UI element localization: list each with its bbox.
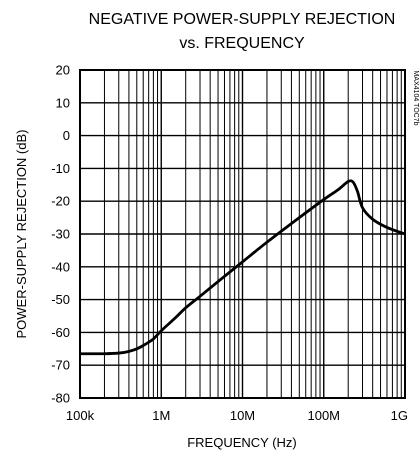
- y-tick-label: -70: [51, 358, 70, 373]
- y-tick-label: -60: [51, 325, 70, 340]
- x-tick-label: 1G: [391, 408, 408, 423]
- y-tick-label: 20: [56, 63, 70, 78]
- y-tick-label: -10: [51, 161, 70, 176]
- figure-code: MAX4104 TOC7b: [412, 71, 419, 126]
- y-tick-label: -80: [51, 391, 70, 406]
- x-tick-label: 1M: [152, 408, 170, 423]
- y-tick-label: -30: [51, 227, 70, 242]
- y-tick-label: -40: [51, 259, 70, 274]
- y-tick-label: 10: [56, 95, 70, 110]
- y-tick-labels: 20 10 0 -10 -20 -30 -40 -50 -60 -70 -80: [51, 63, 70, 406]
- x-tick-label: 100M: [307, 408, 340, 423]
- series-line: [79, 179, 406, 356]
- chart-title: NEGATIVE POWER-SUPPLY REJECTION: [89, 11, 396, 28]
- x-tick-label: 10M: [230, 408, 255, 423]
- x-axis-label: FREQUENCY (Hz): [187, 435, 297, 450]
- y-tick-label: -50: [51, 292, 70, 307]
- x-tick-labels: 100k 1M 10M 100M 1G: [66, 408, 408, 423]
- x-tick-label: 100k: [66, 408, 95, 423]
- y-tick-label: 0: [63, 128, 70, 143]
- y-tick-label: -20: [51, 194, 70, 209]
- y-axis-label: POWER-SUPPLY REJECTION (dB): [14, 130, 29, 339]
- chart-subtitle: vs. FREQUENCY: [179, 35, 305, 52]
